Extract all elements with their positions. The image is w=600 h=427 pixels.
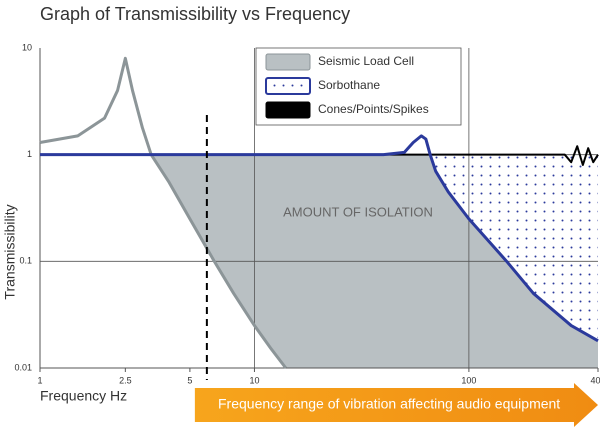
x-tick-label: 2.5 [119, 375, 132, 385]
y-axis-label: Transmissibility [2, 204, 18, 299]
legend-label: Seismic Load Cell [318, 54, 414, 68]
chart-title: Graph of Transmissibility vs Frequency [40, 4, 350, 24]
series-line [40, 145, 599, 167]
legend-swatch [265, 77, 311, 95]
range-label: Frequency range of vibration affecting a… [218, 396, 560, 412]
x-tick-label: 1 [37, 375, 42, 385]
x-tick-label: 400 [590, 375, 600, 385]
y-tick-label: 0.1 [19, 256, 32, 266]
x-axis-label: Frequency Hz [40, 388, 127, 404]
y-tick-label: 1 [27, 149, 32, 159]
legend-swatch [265, 101, 311, 119]
y-tick-label: 0.01 [14, 362, 32, 372]
range-arrow [194, 383, 598, 427]
x-tick-label: 5 [187, 375, 192, 385]
legend-label: Cones/Points/Spikes [318, 102, 429, 116]
y-tick-label: 10 [22, 42, 32, 52]
x-tick-label: 100 [461, 375, 476, 385]
series-line [40, 134, 599, 343]
x-tick-label: 10 [249, 375, 259, 385]
legend-swatch [265, 53, 311, 71]
sorbothane-area [430, 154, 598, 341]
legend-label: Sorbothane [318, 78, 380, 92]
annotation: AMOUNT OF ISOLATION [283, 204, 433, 219]
